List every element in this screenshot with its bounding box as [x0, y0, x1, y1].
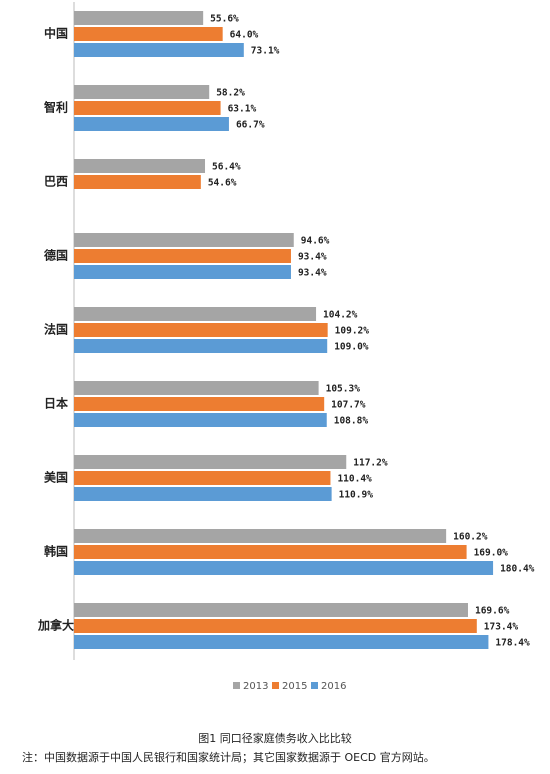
- category-label: 日本: [44, 396, 68, 411]
- bar: [74, 159, 206, 173]
- value-label: 54.6%: [208, 178, 237, 189]
- bar: [74, 265, 291, 279]
- bar: [74, 117, 229, 131]
- value-label: 66.7%: [236, 120, 265, 131]
- bar: [74, 233, 294, 247]
- bar: [74, 43, 244, 57]
- legend-label: 2016: [321, 681, 346, 692]
- bar: [74, 27, 223, 41]
- value-label: 63.1%: [228, 104, 257, 115]
- bar: [74, 339, 328, 353]
- legend-label: 2015: [282, 681, 307, 692]
- value-label: 105.3%: [326, 384, 361, 395]
- value-label: 104.2%: [323, 310, 358, 321]
- value-label: 56.4%: [212, 162, 241, 173]
- value-label: 73.1%: [251, 46, 280, 57]
- category-label: 中国: [44, 26, 68, 41]
- category-label: 智利: [43, 100, 68, 115]
- legend-swatch: [233, 682, 240, 689]
- bar: [74, 603, 468, 617]
- bar: [74, 471, 331, 485]
- bar: [74, 175, 201, 189]
- bar: [74, 85, 210, 99]
- bar: [74, 11, 204, 25]
- value-label: 58.2%: [216, 88, 245, 99]
- value-label: 109.0%: [334, 342, 369, 353]
- value-label: 94.6%: [301, 236, 330, 247]
- value-label: 173.4%: [484, 622, 519, 633]
- value-label: 180.4%: [500, 564, 535, 575]
- value-label: 169.0%: [474, 548, 509, 559]
- bar: [74, 635, 489, 649]
- category-label: 德国: [44, 248, 68, 263]
- bar: [74, 487, 332, 501]
- value-label: 108.8%: [334, 416, 369, 427]
- value-label: 109.2%: [335, 326, 370, 337]
- category-label: 韩国: [44, 544, 68, 559]
- value-label: 160.2%: [453, 532, 488, 543]
- bar: [74, 529, 447, 543]
- value-label: 107.7%: [331, 400, 366, 411]
- value-label: 93.4%: [298, 252, 327, 263]
- note: 注：中国数据源于中国人民银行和国家统计局；其它国家数据源于 OECD 官方网站。: [22, 750, 435, 764]
- value-label: 178.4%: [495, 638, 530, 649]
- bar: [74, 381, 319, 395]
- legend-swatch: [311, 682, 318, 689]
- category-label: 加拿大: [37, 618, 74, 633]
- caption: 图1 同口径家庭债务收入比比较: [198, 731, 352, 745]
- bar: [74, 545, 467, 559]
- value-label: 93.4%: [298, 268, 327, 279]
- bar: [74, 323, 328, 337]
- value-label: 55.6%: [210, 14, 239, 25]
- bar: [74, 561, 494, 575]
- category-label: 巴西: [44, 175, 68, 189]
- bar: [74, 397, 325, 411]
- value-label: 110.4%: [337, 474, 372, 485]
- value-label: 64.0%: [230, 30, 259, 41]
- value-label: 110.9%: [339, 490, 374, 501]
- bar: [74, 455, 347, 469]
- bar: [74, 249, 291, 263]
- value-label: 169.6%: [475, 606, 510, 617]
- bar: [74, 101, 221, 115]
- category-label: 法国: [44, 322, 68, 337]
- bar: [74, 307, 317, 321]
- legend-swatch: [272, 682, 279, 689]
- legend-label: 2013: [243, 681, 268, 692]
- bar: [74, 413, 327, 427]
- bar: [74, 619, 477, 633]
- category-label: 美国: [44, 470, 68, 485]
- value-label: 117.2%: [353, 458, 388, 469]
